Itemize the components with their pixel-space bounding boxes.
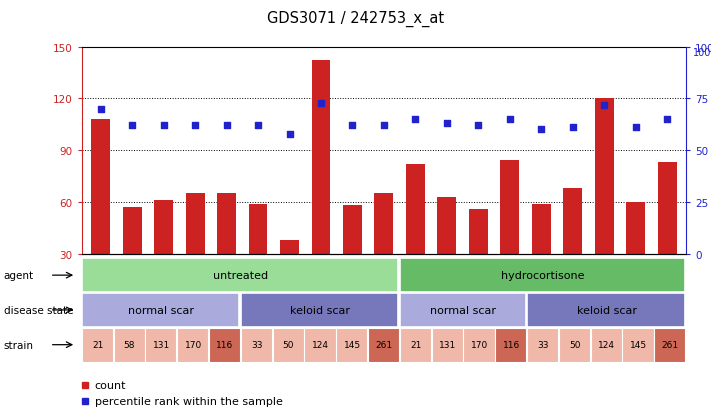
- Point: [661, 116, 673, 123]
- Text: 145: 145: [630, 340, 647, 349]
- Bar: [186, 194, 205, 306]
- Text: keloid scar: keloid scar: [290, 305, 351, 315]
- Point: [504, 116, 515, 123]
- Bar: [123, 207, 141, 306]
- Text: 21: 21: [92, 340, 103, 349]
- Bar: [658, 163, 677, 306]
- Point: [599, 102, 610, 109]
- Point: [315, 100, 326, 107]
- Text: strain: strain: [4, 340, 33, 350]
- Text: 116: 116: [216, 340, 233, 349]
- Text: 58: 58: [124, 340, 135, 349]
- Point: [158, 123, 169, 129]
- Point: [347, 123, 358, 129]
- Bar: [406, 164, 425, 306]
- Text: normal scar: normal scar: [128, 305, 194, 315]
- Text: disease state: disease state: [4, 305, 73, 315]
- Point: [442, 121, 453, 127]
- Text: 124: 124: [312, 340, 328, 349]
- Text: count: count: [95, 380, 126, 390]
- Text: 170: 170: [471, 340, 488, 349]
- Bar: [595, 99, 614, 306]
- Bar: [375, 194, 393, 306]
- Point: [284, 131, 295, 138]
- Point: [221, 123, 232, 129]
- Text: 100%: 100%: [693, 47, 711, 57]
- Text: 131: 131: [153, 340, 170, 349]
- Point: [535, 127, 547, 133]
- Text: untreated: untreated: [213, 271, 268, 280]
- Point: [95, 106, 107, 113]
- Bar: [626, 202, 645, 306]
- Point: [127, 123, 138, 129]
- Text: agent: agent: [4, 271, 33, 280]
- Text: keloid scar: keloid scar: [577, 305, 636, 315]
- Bar: [154, 201, 173, 306]
- Text: 50: 50: [283, 340, 294, 349]
- Text: hydrocortisone: hydrocortisone: [501, 271, 584, 280]
- Bar: [532, 204, 551, 306]
- Point: [378, 123, 390, 129]
- Text: 116: 116: [503, 340, 520, 349]
- Bar: [217, 194, 236, 306]
- Text: 261: 261: [662, 340, 679, 349]
- Text: 50: 50: [569, 340, 581, 349]
- Point: [410, 116, 421, 123]
- Bar: [469, 209, 488, 306]
- Bar: [563, 189, 582, 306]
- Bar: [343, 206, 362, 306]
- Text: 170: 170: [184, 340, 202, 349]
- Text: normal scar: normal scar: [430, 305, 496, 315]
- Text: 261: 261: [375, 340, 392, 349]
- Text: percentile rank within the sample: percentile rank within the sample: [95, 396, 282, 406]
- Text: 21: 21: [410, 340, 422, 349]
- Point: [252, 123, 264, 129]
- Text: GDS3071 / 242753_x_at: GDS3071 / 242753_x_at: [267, 10, 444, 26]
- Bar: [311, 61, 331, 306]
- Bar: [280, 240, 299, 306]
- Bar: [91, 120, 110, 306]
- Point: [630, 125, 641, 131]
- Text: 33: 33: [538, 340, 549, 349]
- Bar: [437, 197, 456, 306]
- Bar: [249, 204, 267, 306]
- Text: 145: 145: [343, 340, 360, 349]
- Text: 33: 33: [251, 340, 262, 349]
- Text: 124: 124: [598, 340, 615, 349]
- Text: 131: 131: [439, 340, 456, 349]
- Point: [189, 123, 201, 129]
- Bar: [501, 161, 519, 306]
- Point: [567, 125, 579, 131]
- Point: [473, 123, 484, 129]
